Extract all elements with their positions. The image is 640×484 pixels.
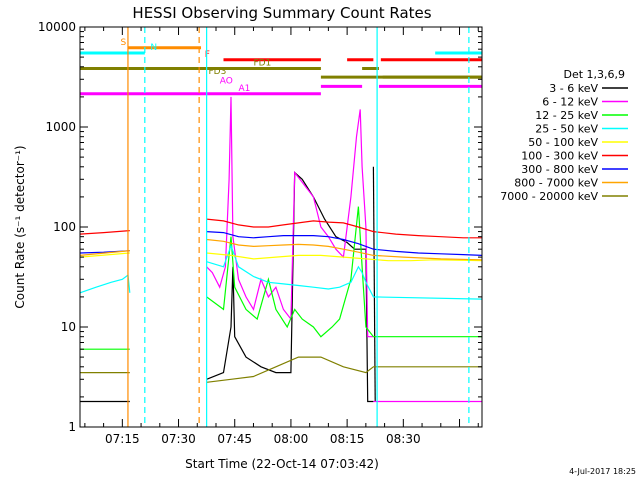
series-5 <box>79 218 482 239</box>
legend-title: Det 1,3,6,9 <box>563 68 625 81</box>
generation-timestamp: 4-Jul-2017 18:25 <box>569 467 636 476</box>
series-7 <box>79 238 483 261</box>
y-tick-label: 1000 <box>45 120 76 134</box>
y-tick-label: 10 <box>61 320 76 334</box>
time-markers <box>127 27 470 427</box>
flag-fd3-label: FD3 <box>209 67 227 77</box>
series-5-line-1 <box>206 218 482 239</box>
x-tick-label: 08:00 <box>274 432 309 446</box>
legend-label-6: 300 - 800 keV <box>521 163 598 176</box>
legend-label-0: 3 - 6 keV <box>549 82 598 95</box>
series-3-line-1 <box>206 243 483 300</box>
flag-ao-label: AO <box>220 76 233 86</box>
legend-label-8: 7000 - 20000 keV <box>500 190 598 203</box>
x-tick-label: 07:15 <box>105 432 140 446</box>
x-tick-label: 08:15 <box>330 432 365 446</box>
y-axis-label: Count Rate (s⁻¹ detector⁻¹) <box>13 145 27 308</box>
series-2-line-1 <box>206 206 482 338</box>
legend-label-7: 800 - 7000 keV <box>514 177 598 190</box>
y-tick-label: 100 <box>53 220 76 234</box>
series-2 <box>80 206 482 350</box>
flag-f-label: F <box>205 50 210 60</box>
flag-n-label: N <box>150 43 157 53</box>
series-4-line-1 <box>206 252 483 262</box>
x-tick-label: 07:30 <box>161 432 196 446</box>
flag-a1-label: A1 <box>238 84 250 94</box>
x-tick-label: 07:45 <box>217 432 252 446</box>
chart-title: HESSI Observing Summary Count Rates <box>132 4 431 22</box>
legend-label-5: 100 - 300 keV <box>521 150 598 163</box>
plot-area <box>79 96 483 403</box>
series-7-line-1 <box>206 238 483 261</box>
series-5-line-0 <box>79 230 130 235</box>
legend-label-1: 6 - 12 keV <box>542 96 598 109</box>
x-axis-label: Start Time (22-Oct-14 07:03:42) <box>185 457 379 471</box>
legend-label-2: 12 - 25 keV <box>535 109 598 122</box>
y-axis: 1 10 100 1000 10000 <box>38 20 482 434</box>
legend-label-4: 50 - 100 keV <box>528 136 598 149</box>
series-0-line-2 <box>372 166 376 402</box>
flag-fd1-label: FD1 <box>253 58 271 68</box>
series-4-line-0 <box>79 252 130 258</box>
x-tick-label: 08:30 <box>386 432 421 446</box>
y-tick-label: 1 <box>68 420 76 434</box>
series-8 <box>80 356 482 383</box>
series-4 <box>79 252 483 262</box>
x-axis: 07:15 07:30 07:45 08:00 08:15 08:30 <box>84 27 479 446</box>
series-8-line-1 <box>206 356 482 383</box>
legend-label-3: 25 - 50 keV <box>535 123 598 136</box>
y-tick-label: 10000 <box>38 20 76 34</box>
series-7-line-0 <box>79 250 130 256</box>
series-6-line-1 <box>206 231 483 256</box>
flag-s-label: S <box>120 38 126 48</box>
